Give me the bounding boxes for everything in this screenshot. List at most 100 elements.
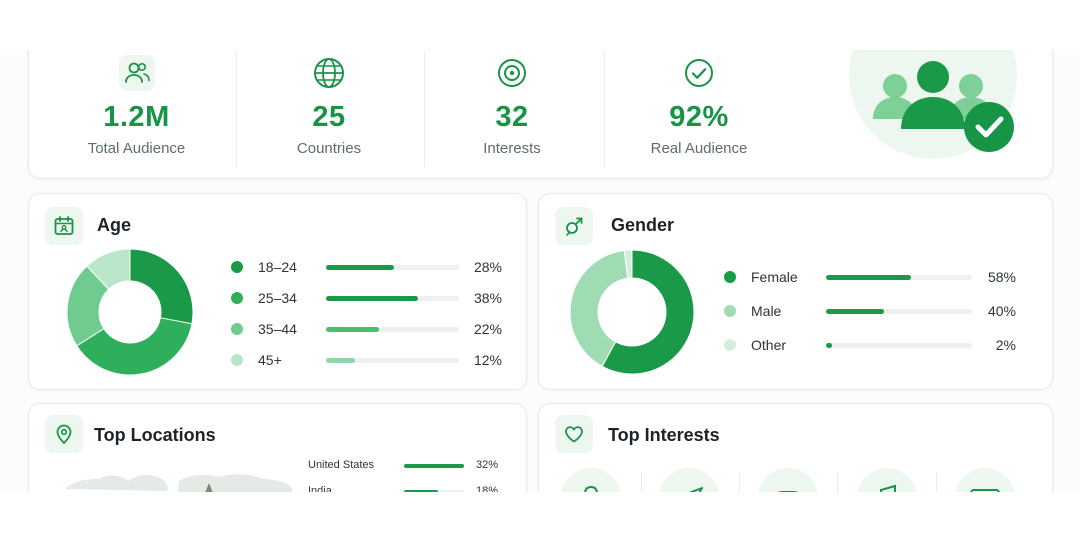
divider [424,51,425,167]
progress-fill [326,265,394,270]
divider [936,472,937,492]
stat-label: Interests [483,140,541,157]
plane-icon[interactable] [659,468,719,492]
map-pin-icon [45,415,83,453]
legend-label: 35–44 [258,321,297,337]
stat-value: 32 [495,101,529,133]
progress-track [826,343,972,348]
donut-slice-25-34 [76,317,193,376]
location-percent: 32% [476,459,499,471]
legend-row-female: Female 58% [539,267,1052,287]
divider [641,472,642,492]
progress-track [326,265,459,270]
legend-dot [724,339,736,351]
legend-dot [231,292,243,304]
legend-percent: 40% [987,303,1016,319]
progress-track [826,309,972,314]
progress-fill [326,296,418,301]
legend-dot [231,261,243,273]
users-icon [117,53,157,93]
location-fill [404,464,464,468]
check-circle-icon [679,53,719,93]
legend-percent: 2% [995,337,1016,353]
location-track [404,464,464,468]
legend-row-25-34: 25–34 38% [29,288,526,308]
donut-slice-other [623,249,633,279]
age-donut-chart [66,248,194,376]
location-name: United States [308,459,375,471]
gender-card: Gender Female 58% Male 40% Other 2% [538,193,1053,390]
location-percent: 18% [476,485,499,492]
legend-percent: 12% [473,352,502,368]
progress-fill [326,327,380,332]
legend-row-35-44: 35–44 22% [29,319,526,339]
audience-stats-card: 1.2M Total Audience 25 Countries 32 Inte… [28,50,1053,179]
card-icon[interactable] [955,468,1015,492]
legend-percent: 58% [987,269,1016,285]
legend-row-45-: 45+ 12% [29,350,526,370]
donut-slice-45- [86,248,131,291]
progress-fill [826,343,832,348]
location-track [404,490,464,492]
verified-audience-illustration [849,50,1017,159]
stat-value: 1.2M [103,101,170,133]
progress-track [326,358,459,363]
legend-label: Female [751,269,798,285]
stat-real-audience: 92% Real Audience [629,50,769,178]
legend-dot [231,354,243,366]
gender-donut-chart [569,249,695,375]
stat-total-audience: 1.2M Total Audience [69,50,204,178]
legend-percent: 38% [473,290,502,306]
divider [604,51,605,167]
legend-dot [724,305,736,317]
stat-interests: 32 Interests [447,50,577,178]
target-icon [492,53,532,93]
top-interests-title: Top Interests [608,425,720,445]
legend-dot [724,271,736,283]
gender-icon [555,207,593,245]
location-fill [404,490,438,492]
top-interests-card: Top Interests [538,403,1053,492]
age-title: Age [97,215,132,235]
stat-label: Total Audience [87,140,186,157]
legend-label: 25–34 [258,290,297,306]
world-map [65,474,293,492]
progress-track [826,275,972,280]
legend-label: 18–24 [258,259,297,275]
legend-row-18-24: 18–24 28% [29,257,526,277]
progress-track [326,296,459,301]
calendar-user-icon [45,207,83,245]
top-locations-title: Top Locations [94,425,216,445]
progress-track [326,327,459,332]
music-icon[interactable] [857,468,917,492]
legend-label: Other [751,337,787,353]
gamepad-icon[interactable] [758,468,818,492]
legend-label: Male [751,303,782,319]
legend-row-male: Male 40% [539,301,1052,321]
heart-icon [555,415,593,453]
location-name: India [308,485,332,492]
progress-fill [826,275,911,280]
stat-countries: 25 Countries [264,50,394,178]
divider [837,472,838,492]
dashboard-viewport: 1.2M Total Audience 25 Countries 32 Inte… [0,50,1080,492]
divider [236,51,237,167]
stat-label: Countries [296,140,362,157]
donut-slice-male [569,249,629,368]
shopping-bag-icon[interactable] [561,468,621,492]
stat-label: Real Audience [650,140,748,157]
globe-icon [309,53,349,93]
gender-title: Gender [611,215,675,235]
legend-dot [231,323,243,335]
legend-percent: 22% [473,321,502,337]
progress-fill [826,309,885,314]
stat-value: 92% [669,101,729,133]
legend-row-other: Other 2% [539,335,1052,355]
stat-value: 25 [312,101,346,133]
divider [739,472,740,492]
donut-slice-18-24 [129,248,194,325]
age-card: Age 18–24 28% 25–34 38% 35–44 22% 45+ 12% [28,193,527,390]
top-locations-card: Top Locations United States 32% India 18% [28,403,527,492]
progress-fill [326,358,356,363]
legend-label: 45+ [258,352,282,368]
